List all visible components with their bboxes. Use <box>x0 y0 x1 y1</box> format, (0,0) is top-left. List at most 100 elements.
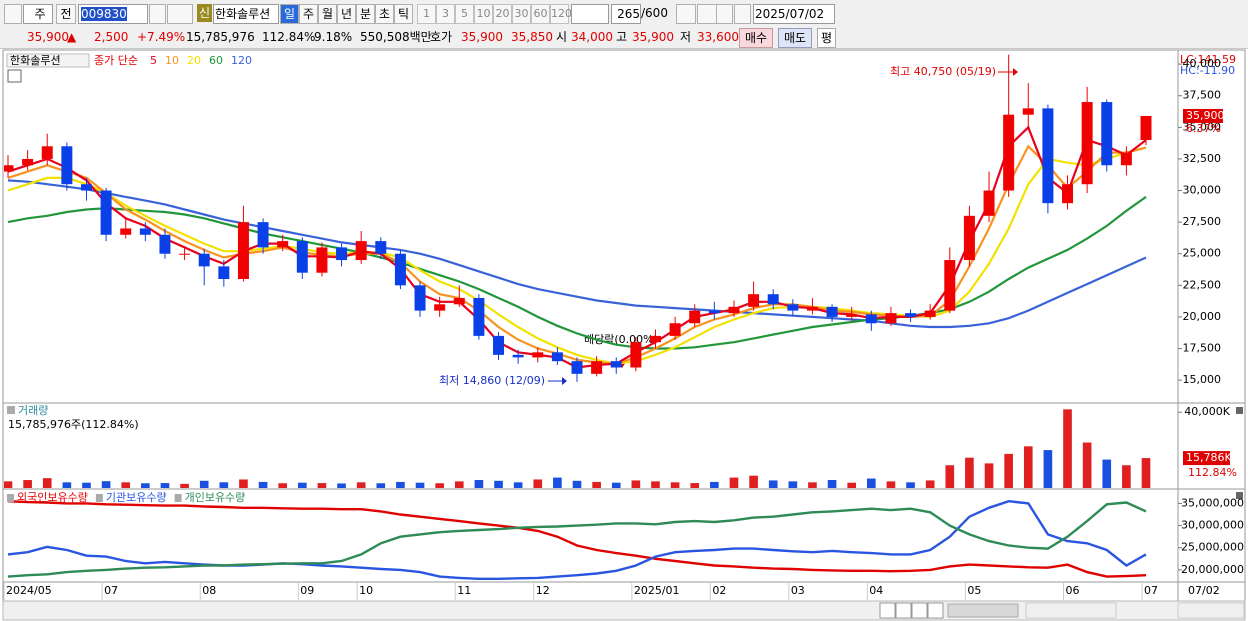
name-input[interactable]: 한화솔루션 <box>213 4 279 24</box>
volume-bar <box>788 481 798 488</box>
holdings-line <box>7 499 1147 580</box>
y-tick-label: 35,000,000 <box>1181 496 1244 509</box>
interval-button[interactable]: 3 <box>436 4 455 24</box>
candle-body <box>689 310 701 324</box>
legend-label: 외국인보유수량 <box>17 491 88 504</box>
current-price-tag <box>1183 108 1223 123</box>
ma-legend: 5 <box>150 54 157 67</box>
period-button[interactable]: 틱 <box>394 4 413 24</box>
blank-select[interactable] <box>571 4 609 24</box>
save-icon[interactable] <box>716 4 733 24</box>
sound-button[interactable] <box>167 4 193 24</box>
legend-label: 개인보유수량 <box>185 491 246 504</box>
y-tick-label: 30,000,000 <box>1181 519 1244 532</box>
interval-button[interactable]: 20 <box>493 4 512 24</box>
scroll-button[interactable] <box>927 602 944 619</box>
candle-body <box>257 222 269 248</box>
candle-body <box>865 314 877 324</box>
scroll-thumb[interactable] <box>947 603 1019 618</box>
interval-button[interactable]: 1 <box>417 4 436 24</box>
interval-button[interactable]: 60 <box>531 4 550 24</box>
candle-body <box>80 184 92 191</box>
period-button[interactable]: 년 <box>337 4 356 24</box>
interval-button[interactable]: 10 <box>474 4 493 24</box>
volume-bar <box>376 483 386 488</box>
candle-body <box>198 253 210 267</box>
tool-icon[interactable] <box>676 4 696 24</box>
search-button[interactable] <box>149 4 166 24</box>
volume-bar <box>670 482 680 488</box>
volume-bar <box>435 483 444 488</box>
period-button[interactable]: 초 <box>375 4 394 24</box>
interval-button[interactable]: 30 <box>512 4 531 24</box>
market-select[interactable]: 주 <box>23 4 53 24</box>
interval-button[interactable]: 120 <box>550 4 572 24</box>
stock-name: 한화솔루션 <box>10 54 61 67</box>
candle-body <box>963 215 975 261</box>
volume-bar <box>965 457 974 488</box>
high-note: 최고 40,750 (05/19) <box>890 65 996 78</box>
market: 주 <box>34 7 46 21</box>
stock-name: 한화솔루션 <box>215 7 271 21</box>
volume-bar <box>396 481 405 488</box>
scroll-button[interactable] <box>911 602 928 619</box>
candle-body <box>414 285 426 311</box>
open-label: 시 <box>556 30 568 44</box>
ask: 35,900 <box>461 30 503 44</box>
change: 2,500 <box>94 30 129 44</box>
ma-legend: 60 <box>209 54 223 67</box>
interval-button[interactable]: 5 <box>455 4 474 24</box>
candle-body <box>22 158 34 166</box>
period-button[interactable]: 주 <box>299 4 318 24</box>
volume-bar <box>356 482 366 488</box>
sell-button[interactable]: 매도 <box>778 28 812 48</box>
panel-close[interactable] <box>1236 492 1243 499</box>
period-button[interactable]: 분 <box>356 4 375 24</box>
candle-body <box>846 314 858 317</box>
code: 009830 <box>81 7 127 21</box>
candle-body <box>61 146 73 185</box>
buy-button[interactable]: 매수 <box>739 28 773 48</box>
period-button[interactable]: 일 <box>280 4 299 24</box>
count-input[interactable]: 265 <box>611 4 641 24</box>
x-tick-label: 08 <box>202 584 216 597</box>
avg-button[interactable]: 평 <box>817 28 836 48</box>
scroll-button[interactable] <box>879 602 896 619</box>
volume-bar <box>533 479 543 488</box>
menu-icon[interactable] <box>4 4 22 24</box>
view-tools[interactable] <box>1025 602 1117 619</box>
table-icon[interactable] <box>7 69 22 83</box>
legend-title: 종가 단순 <box>94 54 138 67</box>
candle-body <box>610 361 622 368</box>
volume-bar <box>474 480 484 488</box>
code-input[interactable]: 009830 <box>78 4 148 24</box>
candle-body <box>748 294 760 307</box>
volume-bar <box>337 483 346 488</box>
volume-title: 거래량 <box>18 404 48 417</box>
volume-bar <box>984 463 994 488</box>
ma-legend: 10 <box>165 54 179 67</box>
candle-body <box>1022 108 1034 115</box>
candle-body <box>179 253 191 255</box>
volume-summary: 15,785,976주(112.84%) <box>8 418 139 431</box>
scroll-button[interactable] <box>895 602 912 619</box>
tool-icon[interactable] <box>697 4 717 24</box>
candle-body <box>787 304 799 311</box>
candle-body <box>4 165 14 172</box>
candle-body <box>100 190 112 235</box>
period-button[interactable]: 월 <box>318 4 337 24</box>
volume-bar <box>141 483 150 488</box>
x-tick-label: 2025/01 <box>634 584 680 597</box>
x-tick-label: 10 <box>359 584 373 597</box>
settings-icon[interactable] <box>734 4 751 24</box>
zoom-tools[interactable] <box>1177 602 1245 619</box>
volume-bar <box>1141 458 1151 488</box>
prev-button[interactable]: 전 <box>56 4 76 24</box>
panel-close[interactable] <box>1236 407 1243 414</box>
candle-body <box>551 352 563 362</box>
x-tick-label: 07 <box>104 584 118 597</box>
date-input[interactable]: 2025/07/02 <box>753 4 835 24</box>
x-tick-label: 07 <box>1144 584 1158 597</box>
legend-marker <box>7 494 14 502</box>
x-tick-label: 11 <box>457 584 471 597</box>
